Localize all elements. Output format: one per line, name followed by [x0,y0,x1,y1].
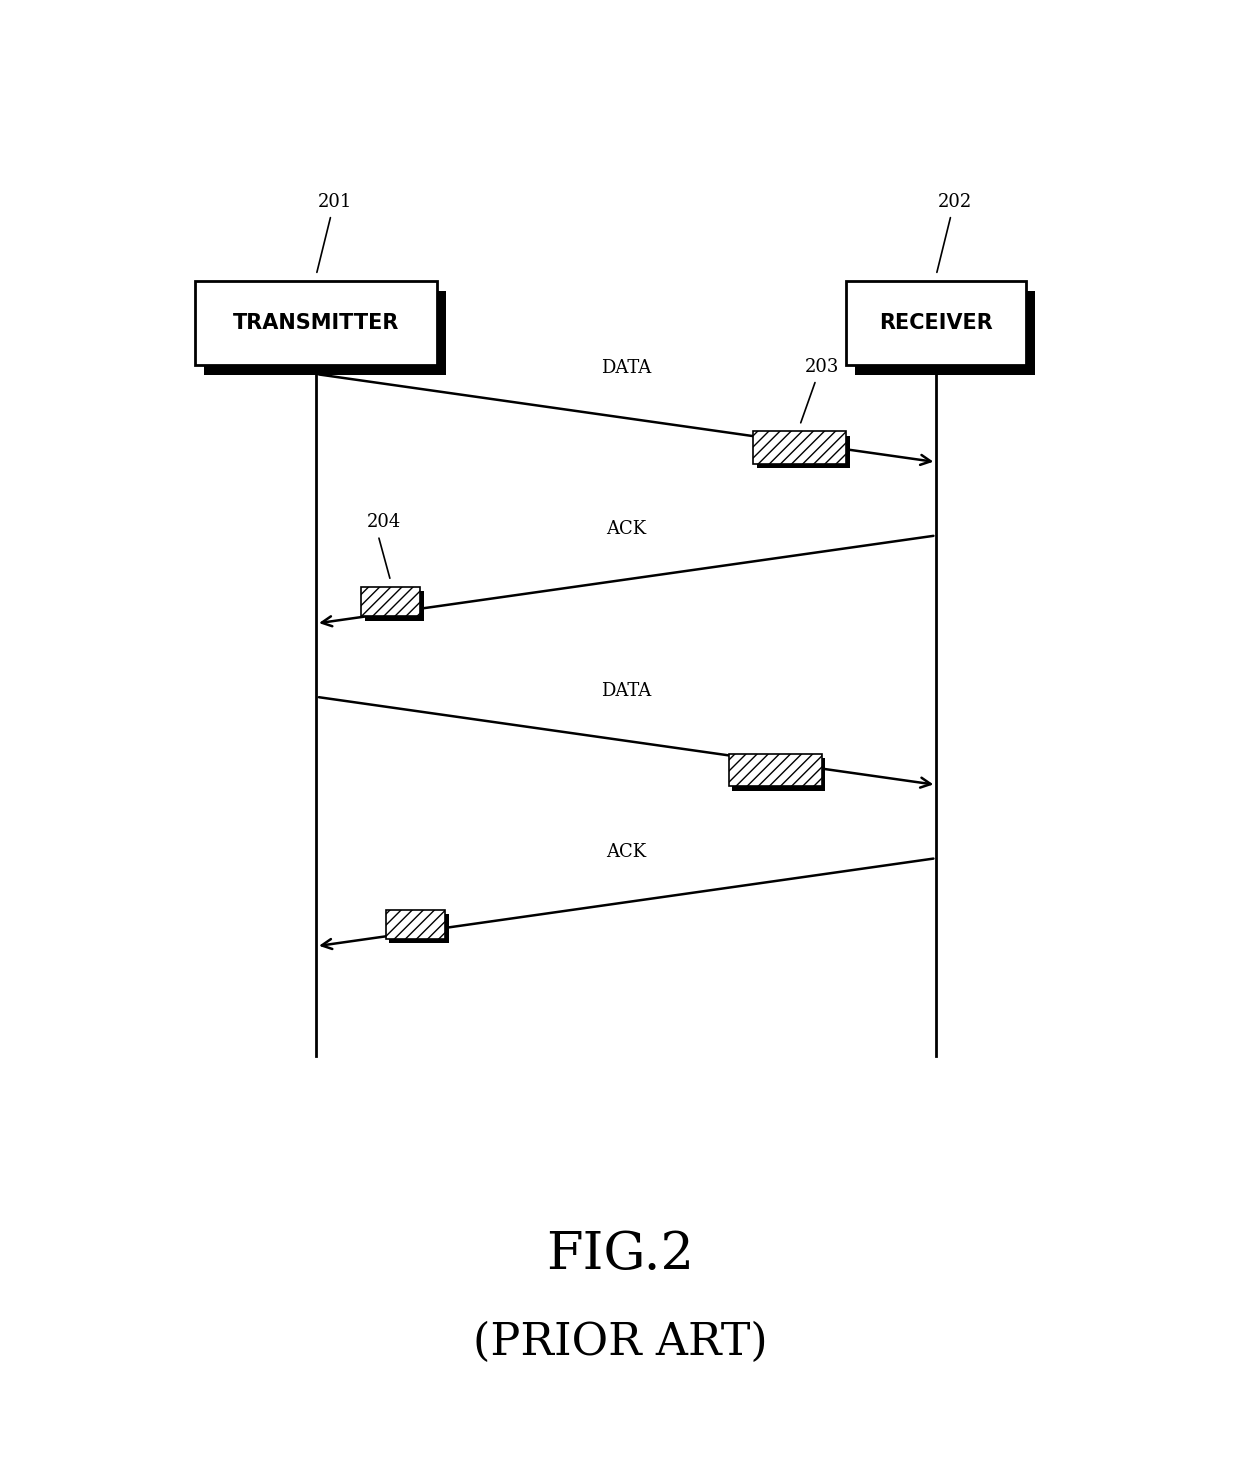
Bar [365,591,424,621]
Text: 203: 203 [805,358,839,376]
Text: RECEIVER: RECEIVER [879,312,993,333]
Text: ACK: ACK [606,521,646,538]
Text: 201: 201 [317,192,352,210]
Text: FIG.2: FIG.2 [546,1229,694,1279]
Bar [386,910,445,939]
Text: 202: 202 [937,192,972,210]
Bar [756,436,851,468]
Bar [729,754,821,786]
Text: DATA: DATA [601,359,651,377]
Bar [196,280,438,364]
Bar [389,914,449,943]
Bar [846,280,1025,364]
Bar [732,758,826,791]
Text: (PRIOR ART): (PRIOR ART) [472,1320,768,1364]
Text: TRANSMITTER: TRANSMITTER [233,312,399,333]
Text: ACK: ACK [606,844,646,861]
Bar [361,587,420,616]
Bar [203,290,446,374]
Text: DATA: DATA [601,682,651,700]
Text: 204: 204 [367,513,402,531]
Bar [856,290,1034,374]
Bar [754,431,846,464]
